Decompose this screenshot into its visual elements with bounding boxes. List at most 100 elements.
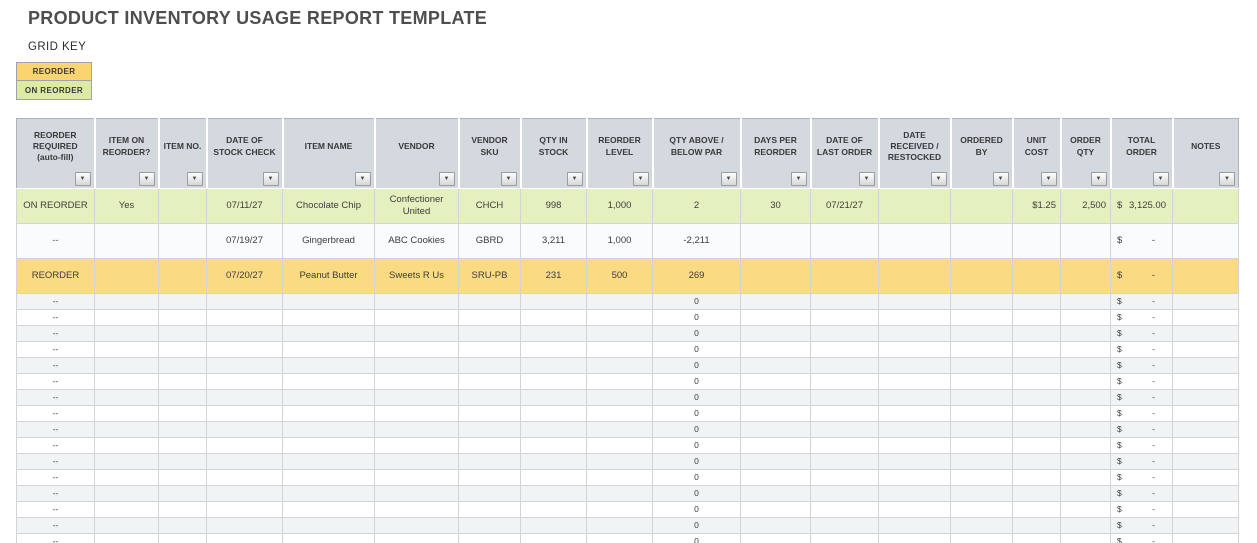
cell-qty-above-below-par[interactable]: 0 (652, 501, 741, 518)
cell-vendor-sku[interactable] (458, 501, 521, 518)
cell-notes[interactable] (1172, 469, 1239, 486)
cell-vendor-sku[interactable] (458, 421, 521, 438)
cell-item-no[interactable] (158, 501, 207, 518)
cell-item-on-reorder[interactable] (94, 469, 159, 486)
filter-button-qty-above-below-par[interactable]: ▼ (720, 172, 737, 186)
cell-qty-above-below-par[interactable]: 0 (652, 341, 741, 358)
cell-unit-cost[interactable] (1012, 437, 1061, 454)
cell-unit-cost[interactable] (1012, 293, 1061, 310)
cell-qty-above-below-par[interactable]: 0 (652, 325, 741, 342)
cell-notes[interactable] (1172, 517, 1239, 534)
cell-item-on-reorder[interactable] (94, 453, 159, 470)
cell-ordered-by[interactable] (950, 293, 1013, 310)
cell-item-no[interactable] (158, 188, 207, 224)
cell-days-per-reorder[interactable] (740, 421, 811, 438)
cell-order-qty[interactable] (1060, 533, 1111, 543)
cell-date-of-stock-check[interactable] (206, 517, 283, 534)
cell-date-received-restocked[interactable] (878, 325, 951, 342)
cell-qty-above-below-par[interactable]: 0 (652, 533, 741, 543)
cell-vendor-sku[interactable] (458, 533, 521, 543)
cell-reorder-level[interactable] (586, 405, 653, 422)
cell-vendor[interactable] (374, 325, 459, 342)
cell-vendor[interactable] (374, 453, 459, 470)
cell-qty-above-below-par[interactable]: 269 (652, 258, 741, 294)
cell-date-received-restocked[interactable] (878, 389, 951, 406)
cell-days-per-reorder[interactable] (740, 485, 811, 502)
cell-item-no[interactable] (158, 533, 207, 543)
cell-reorder-required[interactable]: -- (16, 501, 95, 518)
cell-reorder-level[interactable] (586, 325, 653, 342)
cell-item-no[interactable] (158, 373, 207, 390)
cell-reorder-required[interactable]: -- (16, 469, 95, 486)
cell-date-received-restocked[interactable] (878, 293, 951, 310)
cell-item-name[interactable] (282, 373, 375, 390)
cell-unit-cost[interactable] (1012, 485, 1061, 502)
cell-order-qty[interactable] (1060, 437, 1111, 454)
cell-item-no[interactable] (158, 357, 207, 374)
cell-total-order[interactable]: $ - (1110, 373, 1173, 390)
filter-button-date-of-stock-check[interactable]: ▼ (262, 172, 279, 186)
cell-vendor-sku[interactable] (458, 453, 521, 470)
cell-qty-in-stock[interactable] (520, 341, 587, 358)
cell-vendor-sku[interactable] (458, 485, 521, 502)
cell-date-received-restocked[interactable] (878, 357, 951, 374)
cell-days-per-reorder[interactable] (740, 501, 811, 518)
cell-days-per-reorder[interactable] (740, 533, 811, 543)
cell-days-per-reorder[interactable] (740, 389, 811, 406)
cell-reorder-required[interactable]: ON REORDER (16, 188, 95, 224)
cell-date-received-restocked[interactable] (878, 533, 951, 543)
cell-qty-above-below-par[interactable]: 0 (652, 485, 741, 502)
cell-reorder-level[interactable] (586, 373, 653, 390)
cell-qty-in-stock[interactable] (520, 389, 587, 406)
cell-date-received-restocked[interactable] (878, 309, 951, 326)
cell-total-order[interactable]: $ - (1110, 453, 1173, 470)
cell-reorder-required[interactable]: -- (16, 517, 95, 534)
cell-days-per-reorder[interactable] (740, 223, 811, 259)
cell-order-qty[interactable] (1060, 453, 1111, 470)
filter-button-vendor-sku[interactable]: ▼ (500, 172, 517, 186)
cell-reorder-level[interactable]: 1,000 (586, 223, 653, 259)
cell-vendor[interactable] (374, 437, 459, 454)
cell-item-no[interactable] (158, 341, 207, 358)
cell-date-of-last-order[interactable] (810, 373, 879, 390)
cell-item-name[interactable] (282, 389, 375, 406)
cell-unit-cost[interactable] (1012, 389, 1061, 406)
cell-date-of-stock-check[interactable] (206, 437, 283, 454)
cell-date-of-stock-check[interactable] (206, 469, 283, 486)
cell-notes[interactable] (1172, 357, 1239, 374)
cell-order-qty[interactable] (1060, 373, 1111, 390)
cell-reorder-level[interactable] (586, 421, 653, 438)
cell-total-order[interactable]: $ - (1110, 405, 1173, 422)
cell-date-of-last-order[interactable] (810, 325, 879, 342)
cell-qty-in-stock[interactable]: 3,211 (520, 223, 587, 259)
cell-qty-in-stock[interactable] (520, 373, 587, 390)
filter-button-item-name[interactable]: ▼ (354, 172, 371, 186)
cell-reorder-required[interactable]: -- (16, 437, 95, 454)
cell-date-received-restocked[interactable] (878, 373, 951, 390)
cell-reorder-level[interactable]: 1,000 (586, 188, 653, 224)
cell-unit-cost[interactable] (1012, 405, 1061, 422)
cell-ordered-by[interactable] (950, 421, 1013, 438)
cell-item-no[interactable] (158, 437, 207, 454)
cell-item-name[interactable] (282, 437, 375, 454)
cell-date-received-restocked[interactable] (878, 501, 951, 518)
cell-item-name[interactable] (282, 453, 375, 470)
cell-date-received-restocked[interactable] (878, 341, 951, 358)
cell-item-no[interactable] (158, 453, 207, 470)
cell-notes[interactable] (1172, 405, 1239, 422)
cell-vendor-sku[interactable] (458, 293, 521, 310)
cell-vendor[interactable] (374, 293, 459, 310)
cell-item-on-reorder[interactable] (94, 501, 159, 518)
cell-total-order[interactable]: $ - (1110, 485, 1173, 502)
cell-order-qty[interactable]: 2,500 (1060, 188, 1111, 224)
cell-qty-above-below-par[interactable]: 0 (652, 389, 741, 406)
cell-date-received-restocked[interactable] (878, 421, 951, 438)
cell-item-name[interactable] (282, 325, 375, 342)
cell-date-received-restocked[interactable] (878, 258, 951, 294)
cell-vendor[interactable] (374, 373, 459, 390)
cell-vendor-sku[interactable] (458, 469, 521, 486)
cell-qty-above-below-par[interactable]: 0 (652, 437, 741, 454)
cell-qty-above-below-par[interactable]: 0 (652, 373, 741, 390)
cell-days-per-reorder[interactable] (740, 405, 811, 422)
cell-qty-above-below-par[interactable]: 0 (652, 357, 741, 374)
